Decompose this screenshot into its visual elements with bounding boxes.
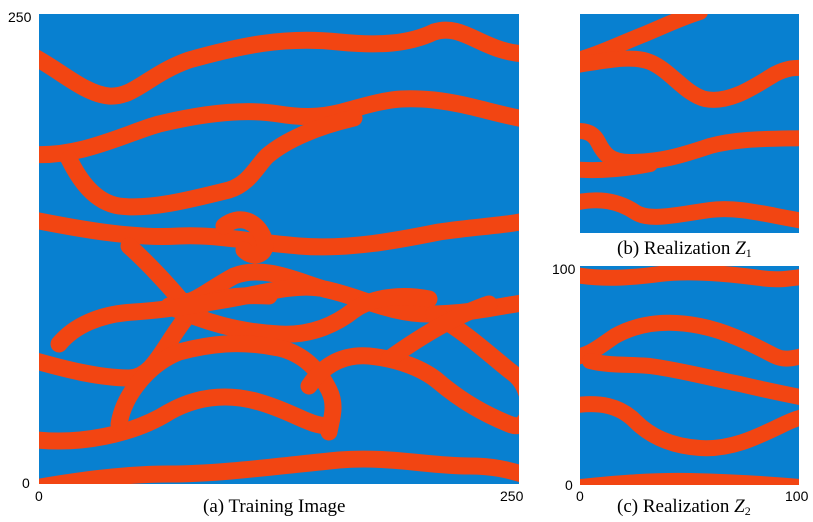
realization-2-caption-prefix: (c) Realization (617, 496, 735, 517)
channel (160, 288, 438, 343)
channel (39, 212, 519, 256)
realization-2-y-tick-bottom: 0 (565, 477, 573, 493)
realization-2-y-tick-top: 100 (552, 261, 576, 277)
channel (380, 295, 498, 368)
channel (580, 192, 799, 229)
channel (39, 90, 519, 164)
channel (50, 278, 328, 353)
realization-1-panel (580, 14, 799, 233)
realization-2-x-tick-right: 100 (785, 488, 809, 504)
channel (39, 450, 519, 484)
channel (60, 109, 363, 216)
training-x-tick-left: 0 (35, 488, 43, 504)
channel (580, 472, 799, 485)
channel (580, 314, 799, 367)
realization-1-caption-var: Z (735, 238, 746, 259)
channel (110, 335, 342, 441)
training-y-tick-bottom: 0 (22, 475, 30, 491)
training-image-panel (39, 14, 519, 484)
channel (582, 353, 799, 405)
realization-1-caption-prefix: (b) Realization (617, 238, 736, 259)
realization-2-panel (580, 266, 799, 485)
realization-1-image (580, 14, 799, 233)
training-y-tick-top: 250 (8, 9, 32, 25)
channel (39, 21, 519, 105)
channel (425, 305, 519, 397)
training-caption: (a) Training Image (203, 496, 346, 517)
realization-2-x-tick-left: 0 (576, 488, 584, 504)
training-x-tick-right: 250 (500, 488, 524, 504)
training-image (39, 14, 519, 484)
realization-2-image (580, 266, 799, 485)
realization-2-caption-var: Z (734, 496, 745, 517)
channel (580, 266, 799, 288)
channel (580, 156, 658, 179)
channel (215, 211, 274, 264)
realization-2-caption: (c) Realization Z2 (617, 496, 751, 522)
realization-1-caption: (b) Realization Z1 (617, 238, 752, 264)
realization-1-caption-sub: 1 (745, 246, 752, 260)
realization-2-caption-sub: 2 (744, 504, 751, 518)
channel (580, 50, 799, 108)
channel (580, 396, 799, 457)
channel (300, 347, 519, 435)
channel (39, 388, 338, 450)
